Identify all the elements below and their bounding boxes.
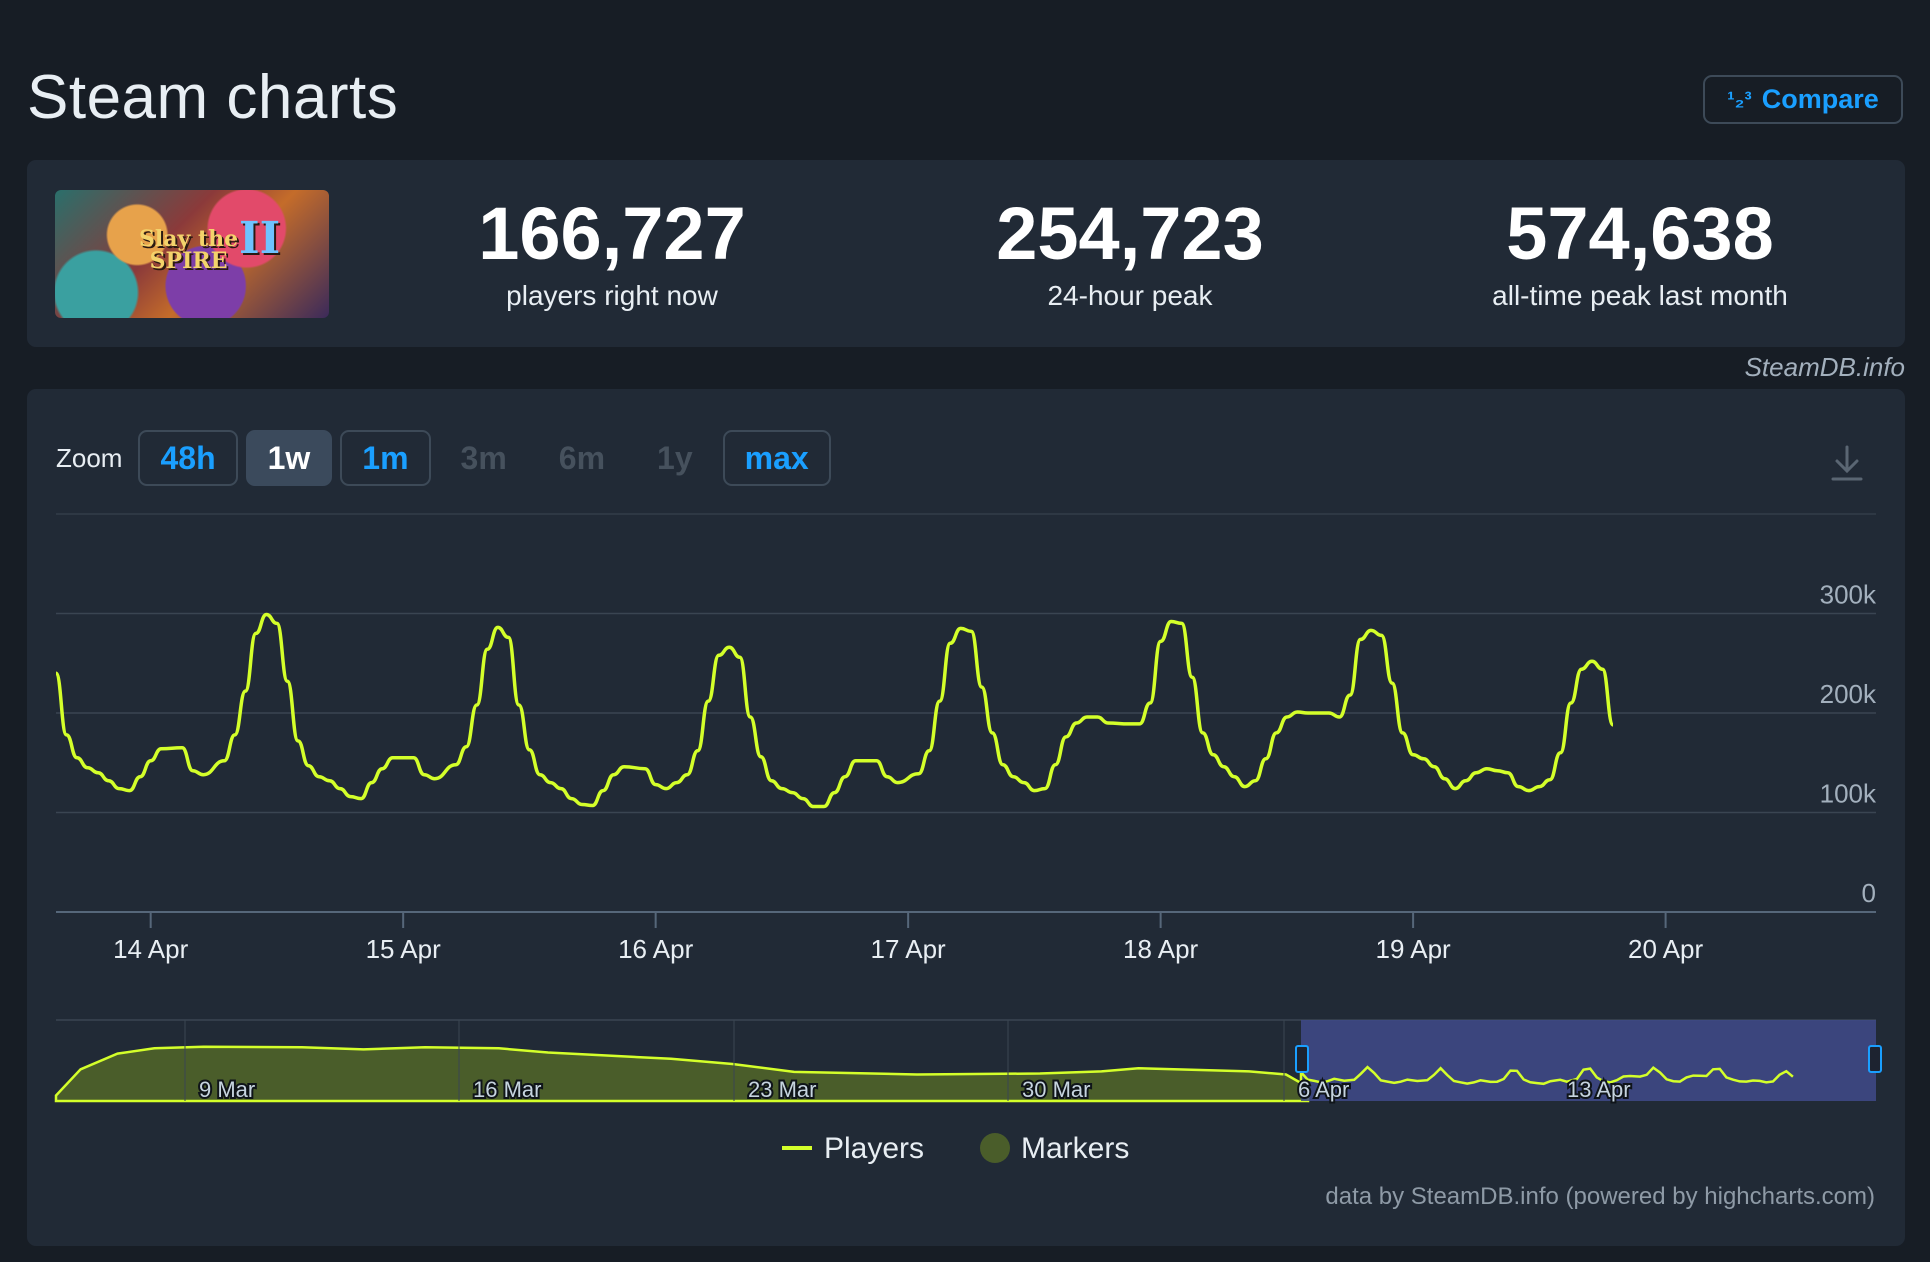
navigator-handle-left xyxy=(1295,1045,1309,1073)
game-logo-line1: Slay the xyxy=(139,226,239,252)
game-logo: Slay the SPIRE II xyxy=(139,217,280,274)
game-logo-numeral: II xyxy=(239,213,281,264)
zoom-1w-button[interactable]: 1w xyxy=(245,430,333,486)
navigator-label: 13 Apr xyxy=(1567,1077,1631,1102)
x-axis: 14 Apr 15 Apr 16 Apr 17 Apr 18 Apr 19 Apr 20 A… xyxy=(56,911,1876,964)
y-tick-label: 100k xyxy=(1820,779,1877,809)
stat-all-time-peak: 574,638 all-time peak last month xyxy=(1440,190,1840,314)
zoom-6m-button[interactable]: 6m xyxy=(558,439,606,476)
x-tick-label: 17 Apr xyxy=(871,934,947,964)
zoom-controls: Zoom 48h 1w 1m 3m 6m 1y max xyxy=(56,430,839,486)
y-tick-label: 300k xyxy=(1820,580,1877,610)
all-time-peak-label: all-time peak last month xyxy=(1492,280,1788,311)
x-tick-label: 19 Apr xyxy=(1376,934,1452,964)
x-tick-label: 15 Apr xyxy=(366,934,442,964)
navigator-area xyxy=(54,1045,1310,1103)
compare-icon: ¹₂³ xyxy=(1727,86,1752,112)
zoom-1y-button[interactable]: 1y xyxy=(657,439,693,476)
navigator-label-shadow: 13 Apr xyxy=(1567,1077,1631,1102)
x-tick-label: 14 Apr xyxy=(113,934,189,964)
zoom-3m-button[interactable]: 3m xyxy=(460,439,507,476)
chart-card: Zoom 48h 1w 1m 3m 6m 1y max 0 100k 200k 300… xyxy=(27,389,1905,1246)
zoom-max-button[interactable]: max xyxy=(722,430,831,486)
x-tick-label: 18 Apr xyxy=(1123,934,1199,964)
navigator-label-shadow: 16 Mar xyxy=(473,1077,541,1102)
y-axis-labels: 0 100k 200k 300k xyxy=(1820,580,1877,909)
players-line xyxy=(54,612,1615,809)
players-chart[interactable]: 0 100k 200k 300k 14 Apr 15 Apr 16 Apr 17 Apr 18… xyxy=(27,389,1905,1169)
chart-grid xyxy=(56,513,1876,814)
navigator-label-shadow: 9 Mar xyxy=(199,1077,255,1102)
y-tick-label: 0 xyxy=(1862,878,1876,908)
x-tick-label: 16 Apr xyxy=(618,934,694,964)
peak-24h-value: 254,723 xyxy=(996,192,1264,275)
legend-markers-label: Markers xyxy=(1021,1132,1129,1165)
page-title: Steam charts xyxy=(27,63,399,132)
y-tick-label: 200k xyxy=(1820,679,1877,709)
peak-24h-label: 24-hour peak xyxy=(1047,280,1213,311)
zoom-label: Zoom xyxy=(56,442,123,473)
chart-credit[interactable]: data by SteamDB.info (powered by highcha… xyxy=(1325,1183,1875,1210)
navigator-label: 23 Mar xyxy=(748,1077,816,1102)
navigator-selection-line xyxy=(1299,1065,1794,1087)
legend-markers-marker xyxy=(980,1133,1010,1163)
navigator-label: 6 Apr xyxy=(1298,1077,1349,1102)
navigator-label-shadow: 6 Apr xyxy=(1298,1077,1349,1102)
legend-players-label: Players xyxy=(824,1132,924,1165)
zoom-48h-button[interactable]: 48h xyxy=(138,430,238,486)
current-players-value: 166,727 xyxy=(478,192,746,275)
stat-current-players: 166,727 players right now xyxy=(427,190,797,314)
x-tick-label: 20 Apr xyxy=(1628,934,1704,964)
navigator-selection xyxy=(1301,1020,1876,1101)
stat-24h-peak: 254,723 24-hour peak xyxy=(945,190,1315,314)
zoom-1m-button[interactable]: 1m xyxy=(340,430,431,486)
all-time-peak-value: 574,638 xyxy=(1506,192,1774,275)
navigator-handle-right xyxy=(1868,1045,1882,1073)
navigator-label-shadow: 30 Mar xyxy=(1022,1077,1090,1102)
stats-card: Slay the SPIRE II 166,727 players right … xyxy=(27,160,1905,347)
navigator-label-shadow: 23 Mar xyxy=(748,1077,816,1102)
navigator-label: 30 Mar xyxy=(1022,1077,1090,1102)
players-series xyxy=(54,612,1615,809)
chart-legend: Players Markers xyxy=(782,1132,1129,1165)
current-players-label: players right now xyxy=(506,280,718,311)
game-thumbnail[interactable]: Slay the SPIRE II xyxy=(55,190,329,318)
compare-button[interactable]: ¹₂³ Compare xyxy=(1703,75,1903,124)
game-logo-line2: SPIRE xyxy=(149,248,228,274)
download-icon[interactable] xyxy=(1829,443,1865,483)
compare-label: Compare xyxy=(1761,84,1879,114)
navigator-label: 16 Mar xyxy=(473,1077,541,1102)
steamdb-attribution[interactable]: SteamDB.info xyxy=(1744,352,1905,382)
navigator-label: 9 Mar xyxy=(199,1077,255,1102)
